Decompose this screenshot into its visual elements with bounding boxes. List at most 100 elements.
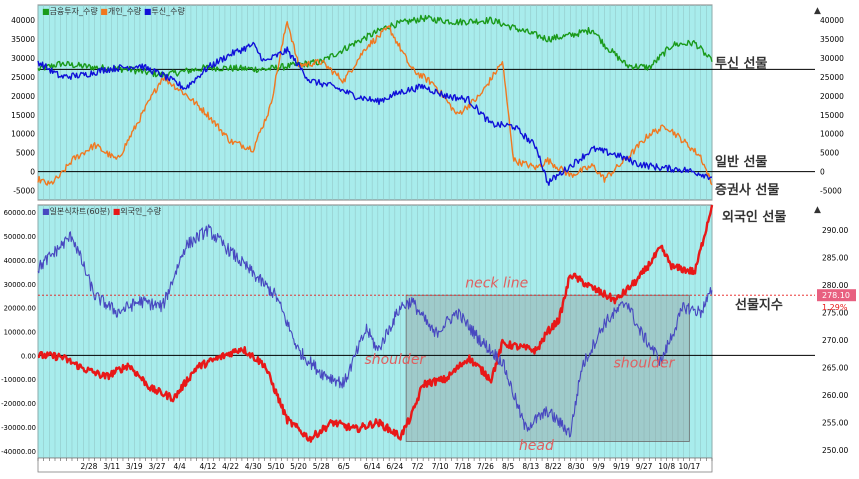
top-y-tick-right: 0 (820, 168, 825, 177)
current-value-box (817, 289, 856, 302)
bottom-y-tick-left: 0.00 (21, 352, 36, 360)
top-y-tick-left: 15000 (11, 111, 35, 120)
x-tick-label: 7/10 (432, 462, 449, 471)
top-y-tick-right: 35000 (820, 35, 844, 44)
top-y-tick-right: 15000 (820, 111, 844, 120)
x-tick-label: 4/22 (222, 462, 239, 471)
bottom-y-tick-right: 260.00 (822, 391, 848, 400)
panel-label: 투신 선물 (715, 55, 767, 71)
bottom-y-tick-right: 280.00 (822, 281, 848, 290)
x-tick-label: 7/18 (454, 462, 471, 471)
pattern-annotation: head (519, 438, 554, 454)
bottom-y-tick-right: 285.00 (822, 253, 848, 262)
x-tick-label: 10/8 (658, 462, 675, 471)
bottom-y-tick-left: 30000.00 (4, 281, 36, 289)
top-y-tick-right: 20000 (820, 92, 844, 101)
legend-label: 투신_수량 (151, 6, 185, 16)
x-tick-label: 8/22 (545, 462, 562, 471)
top-y-tick-right: 10000 (820, 130, 844, 139)
top-y-tick-right: -5000 (820, 187, 842, 196)
foreign-futures-line (37, 204, 714, 443)
bottom-y-tick-left: 10000.00 (4, 329, 36, 337)
x-tick-label: 3/27 (149, 462, 166, 471)
bottom-y-tick-left: -10000.00 (1, 376, 36, 384)
top-y-tick-left: 0 (30, 168, 35, 177)
scroll-up-icon: ▲ (814, 6, 821, 16)
top-y-tick-left: 5000 (16, 149, 35, 158)
bottom-y-tick-left: 60000.00 (4, 209, 36, 217)
top-y-tick-left: 40000 (11, 16, 35, 25)
x-tick-label: 7/26 (477, 462, 494, 471)
current-value: 278.10 (822, 291, 850, 300)
x-tick-label: 5/28 (313, 462, 330, 471)
bottom-y-tick-right: 290.00 (822, 226, 848, 235)
bottom-y-tick-left: 50000.00 (4, 233, 36, 241)
x-tick-label: 10/17 (679, 462, 701, 471)
panel-label: 증권사 선물 (715, 182, 779, 198)
bottom-y-tick-left: 40000.00 (4, 257, 36, 265)
x-tick-label: 3/19 (126, 462, 143, 471)
top-y-tick-left: -5000 (13, 187, 35, 196)
top-panel-background (37, 4, 713, 201)
pattern-annotation: shoulder (614, 355, 676, 371)
top-y-tick-right: 40000 (820, 16, 844, 25)
x-tick-label: 6/24 (386, 462, 403, 471)
futures-index-label: 선물지수 (735, 297, 783, 313)
legend-label: 금융투자_수량 (50, 6, 99, 16)
legend-label: 일본식차트(60분) (50, 207, 111, 216)
pattern-annotation: neck line (465, 276, 528, 292)
legend-marker: ■ (110, 207, 120, 216)
top-y-tick-left: 30000 (11, 54, 35, 63)
top-legend: ■금융투자_수량 ■개인_수량 ■투신_수량 (42, 6, 185, 16)
bottom-y-tick-right: 265.00 (822, 363, 848, 372)
x-tick-label: 8/5 (502, 462, 514, 471)
x-tick-label: 6/14 (364, 462, 381, 471)
top-y-tick-left: 25000 (11, 73, 35, 82)
foreign-futures-label: 외국인 선물 (722, 209, 786, 225)
pattern-annotation: shoulder (364, 352, 426, 368)
bottom-legend: ■일본식차트(60분) ■외국인_수량 (42, 206, 162, 216)
x-tick-label: 4/4 (174, 462, 186, 471)
series-line-orange (37, 21, 713, 186)
x-tick-label: 9/9 (593, 462, 605, 471)
x-tick-label: 5/10 (267, 462, 284, 471)
bottom-y-tick-right: 255.00 (822, 418, 848, 427)
legend-marker: ■ (98, 7, 108, 16)
x-tick-label: 7/2 (411, 462, 423, 471)
legend-label: 개인_수량 (108, 6, 142, 16)
series-line-blue (37, 41, 713, 186)
x-tick-label: 3/11 (103, 462, 120, 471)
top-y-tick-left: 20000 (11, 92, 35, 101)
x-tick-label: 8/13 (522, 462, 539, 471)
x-tick-label: 5/20 (290, 462, 307, 471)
panel-label: 일반 선물 (715, 154, 767, 170)
x-tick-label: 9/27 (636, 462, 653, 471)
legend-marker: ■ (42, 207, 50, 216)
legend-label: 외국인_수량 (120, 206, 161, 216)
current-change: 1.29% (822, 303, 848, 312)
legend-marker: ■ (42, 7, 50, 16)
x-tick-label: 4/12 (199, 462, 216, 471)
x-tick-label: 6/5 (338, 462, 350, 471)
bottom-y-tick-left: -30000.00 (1, 424, 36, 432)
bottom-y-tick-right: 275.00 (822, 308, 848, 317)
bottom-y-tick-left: -20000.00 (1, 400, 36, 408)
top-y-tick-right: 5000 (820, 149, 839, 158)
bottom-y-tick-right: 270.00 (822, 336, 848, 345)
x-tick-label: 8/30 (568, 462, 585, 471)
x-tick-label: 9/19 (613, 462, 630, 471)
bottom-y-tick-left: -40000.00 (1, 448, 36, 456)
top-y-tick-left: 35000 (11, 35, 35, 44)
legend-marker: ■ (141, 7, 151, 16)
top-y-tick-right: 30000 (820, 54, 844, 63)
top-y-tick-right: 25000 (820, 73, 844, 82)
bottom-y-tick-left: 20000.00 (4, 305, 36, 313)
price-candle-line (37, 224, 713, 438)
x-axis-strip (37, 457, 713, 473)
bottom-y-tick-right: 250.00 (822, 446, 848, 455)
x-tick-label: 2/28 (81, 462, 98, 471)
scroll-up-icon: ▲ (814, 205, 821, 215)
top-y-tick-left: 10000 (11, 130, 35, 139)
